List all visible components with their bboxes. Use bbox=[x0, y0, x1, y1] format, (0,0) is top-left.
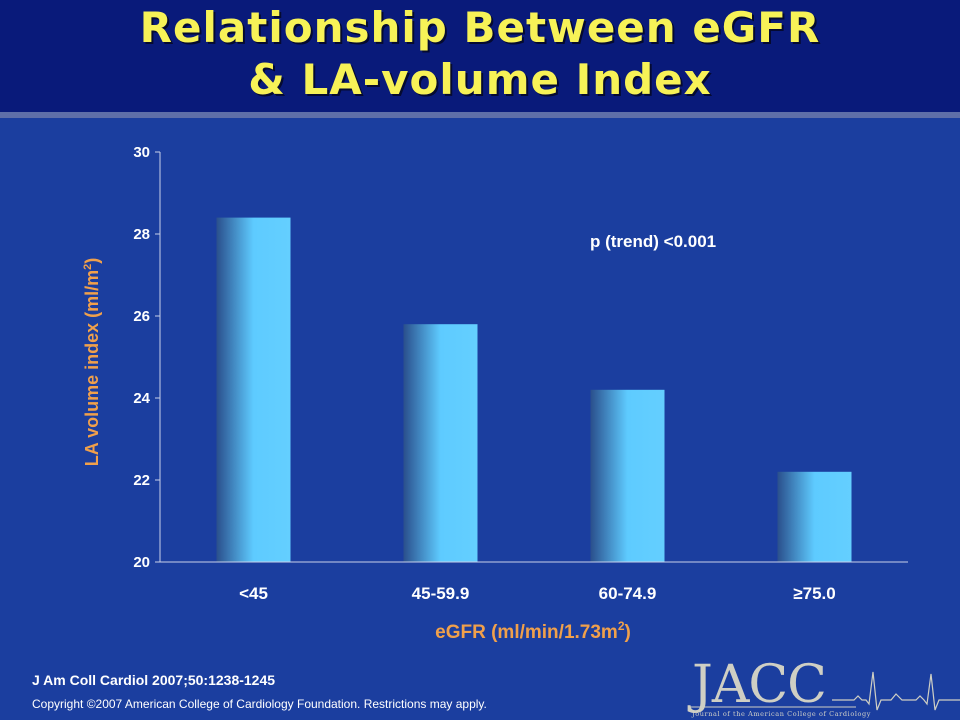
bars bbox=[216, 217, 852, 562]
bar-1 bbox=[216, 217, 291, 562]
y-axis-title-end: ) bbox=[82, 258, 102, 264]
p-trend-annotation: p (trend) <0.001 bbox=[590, 232, 717, 251]
x-axis-title-main: eGFR (ml/min/1.73m bbox=[435, 622, 618, 643]
copyright-notice: Copyright ©2007 American College of Card… bbox=[32, 697, 487, 711]
jacc-logo-subtitle: Journal of the American College of Cardi… bbox=[691, 710, 871, 718]
y-axis-title: LA volume index (ml/m2) bbox=[82, 258, 102, 467]
slide-title-line-2: & LA-volume Index bbox=[248, 55, 712, 104]
title-band bbox=[0, 0, 960, 112]
y-tick-label: 24 bbox=[133, 390, 150, 407]
y-tick-label: 30 bbox=[133, 144, 150, 161]
bar-2 bbox=[403, 324, 478, 562]
slide-title-line-1: Relationship Between eGFR bbox=[139, 3, 821, 52]
bar-3 bbox=[590, 389, 665, 562]
y-tick-label: 20 bbox=[133, 554, 150, 571]
y-tick-label: 26 bbox=[133, 308, 150, 325]
x-category-label: ≥75.0 bbox=[793, 584, 835, 603]
x-category-label: <45 bbox=[239, 584, 268, 603]
x-category-label: 60-74.9 bbox=[599, 584, 657, 603]
y-axis-title-sup: 2 bbox=[82, 264, 94, 270]
x-axis-title-sup: 2 bbox=[618, 619, 625, 633]
jacc-logo-wordmark: JACC bbox=[687, 655, 826, 715]
title-divider bbox=[0, 112, 960, 118]
x-category-label: 45-59.9 bbox=[412, 584, 470, 603]
ecg-trace-icon bbox=[832, 671, 960, 711]
journal-citation: J Am Coll Cardiol 2007;50:1238-1245 bbox=[32, 672, 276, 688]
y-tick-label: 22 bbox=[133, 472, 150, 489]
bar-4 bbox=[777, 471, 852, 562]
jacc-logo: JACC Journal of the American College of … bbox=[687, 655, 960, 718]
y-axis-ticks: 20 22 24 26 28 30 bbox=[133, 144, 160, 571]
x-axis-category-labels: <45 45-59.9 60-74.9 ≥75.0 bbox=[239, 584, 836, 603]
y-tick-label: 28 bbox=[133, 226, 150, 243]
y-axis-title-main: LA volume index (ml/m bbox=[82, 270, 102, 466]
x-axis-title: eGFR (ml/min/1.73m2) bbox=[435, 619, 631, 643]
x-axis-title-end: ) bbox=[625, 622, 631, 643]
